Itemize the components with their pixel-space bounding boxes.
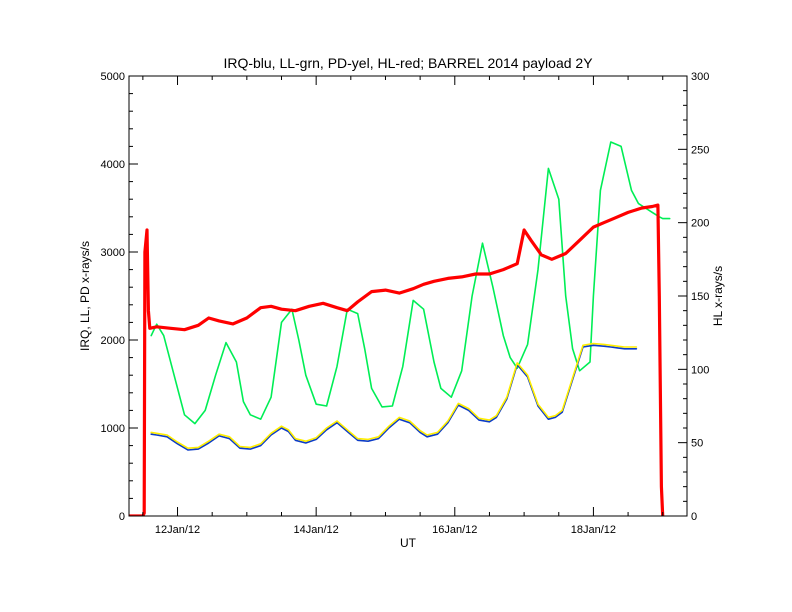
x-axis-tick-label: 14Jan/12 <box>294 524 339 536</box>
x-axis-tick-label: 18Jan/12 <box>571 524 616 536</box>
series-line-pd <box>150 342 638 449</box>
x-axis-tick-label: 16Jan/12 <box>432 524 477 536</box>
left-axis-title: IRQ, LL, PD x-rays/s <box>78 241 92 351</box>
x-axis-title: UT <box>400 536 417 550</box>
right-axis-tick-label: 50 <box>691 438 703 450</box>
x-axis-tick-label: 12Jan/12 <box>155 524 200 536</box>
right-axis-tick-label: 250 <box>691 144 709 156</box>
right-axis-title: HL x-rays/s <box>711 266 725 326</box>
chart-title: IRQ-blu, LL-grn, PD-yel, HL-red; BARREL … <box>223 55 593 71</box>
right-axis-tick-label: 300 <box>691 71 709 83</box>
series-line-ll <box>150 141 671 425</box>
right-axis-tick-label: 150 <box>691 291 709 303</box>
right-axis-tick-label: 200 <box>691 218 709 230</box>
right-axis-tick-label: 100 <box>691 364 709 376</box>
right-axis-tick-label: 0 <box>691 511 697 523</box>
left-axis-tick-label: 4000 <box>101 159 125 171</box>
axis-layer: 0 1000 2000 3000 4000 5000 0 50 100 150 200 250 300 1… <box>101 71 710 536</box>
left-axis-tick-label: 5000 <box>101 71 125 83</box>
series-layer <box>129 141 671 516</box>
left-axis-tick-label: 3000 <box>101 247 125 259</box>
left-axis-tick-label: 1000 <box>101 423 125 435</box>
series-line-hl <box>129 203 665 516</box>
left-axis-tick-label: 2000 <box>101 335 125 347</box>
left-axis-tick-label: 0 <box>119 511 125 523</box>
